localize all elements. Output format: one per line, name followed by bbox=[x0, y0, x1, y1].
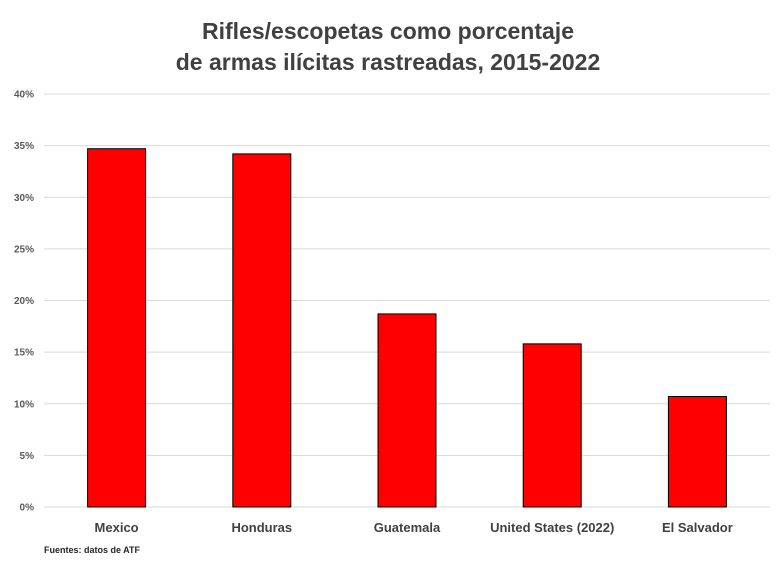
chart-title-line-2: de armas ilícitas rastreadas, 2015-2022 bbox=[175, 49, 601, 75]
y-tick-label-15: 15% bbox=[14, 348, 34, 359]
bar-mexico bbox=[87, 148, 147, 508]
y-tick-label-40: 40% bbox=[14, 90, 34, 101]
bar-guatemala bbox=[377, 313, 437, 508]
x-tick-label-0: Mexico bbox=[95, 520, 139, 535]
y-tick-label-20: 20% bbox=[14, 296, 34, 307]
y-tick-label-5: 5% bbox=[20, 451, 35, 462]
y-tick-label-25: 25% bbox=[14, 244, 34, 255]
bar-el-salvador bbox=[667, 396, 727, 508]
x-tick-label-2: Guatemala bbox=[374, 520, 441, 535]
bar-united-states-2022 bbox=[522, 343, 582, 508]
x-tick-label-1: Honduras bbox=[231, 520, 292, 535]
y-tick-label-10: 10% bbox=[14, 399, 34, 410]
source-note: Fuentes: datos de ATF bbox=[44, 545, 141, 555]
chart-title-line-1: Rifles/escopetas como porcentaje bbox=[202, 18, 574, 44]
x-tick-label-3: United States (2022) bbox=[490, 520, 614, 535]
y-tick-label-0: 0% bbox=[20, 503, 35, 514]
bar-honduras bbox=[232, 153, 292, 508]
y-tick-label-35: 35% bbox=[14, 141, 34, 152]
x-tick-label-4: El Salvador bbox=[662, 520, 733, 535]
y-tick-label-30: 30% bbox=[14, 193, 34, 204]
